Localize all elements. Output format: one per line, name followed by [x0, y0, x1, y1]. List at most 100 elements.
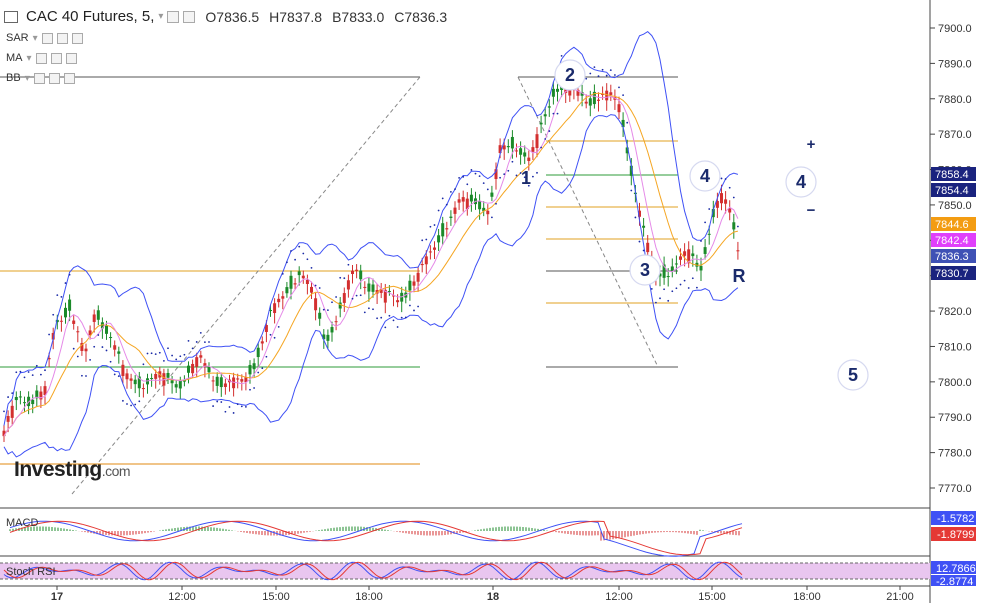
sar-dot: [687, 287, 690, 289]
candle: [269, 305, 272, 317]
sar-dot: [630, 189, 633, 192]
sar-dot: [450, 190, 452, 193]
zoom-in-icon[interactable]: +: [807, 136, 816, 153]
candle-body: [658, 273, 662, 277]
visibility-icon[interactable]: [48, 72, 60, 84]
candle-body: [396, 300, 400, 303]
sar-dot: [347, 263, 350, 266]
ohlc-high: H7837.8: [269, 8, 323, 25]
candle: [597, 92, 600, 112]
sar-dot: [413, 309, 415, 312]
candle-body: [670, 266, 674, 272]
visibility-icon[interactable]: [56, 32, 68, 44]
candle: [301, 270, 305, 284]
sar-dot: [3, 410, 5, 413]
sar-dot: [368, 307, 370, 310]
settings-icon[interactable]: [33, 72, 45, 84]
candle-body: [269, 310, 272, 312]
settings-icon[interactable]: [167, 10, 180, 23]
candle: [351, 265, 354, 284]
investing-logo: Investing.com: [14, 458, 131, 482]
trend-line: [517, 76, 659, 368]
price-tick-label: 7800.0: [938, 377, 972, 389]
sar-dot: [540, 146, 542, 149]
price-badge-text: 7854.4: [935, 185, 969, 197]
candle-body: [531, 147, 535, 152]
price-badge-bg: [931, 217, 976, 231]
candle: [133, 375, 137, 394]
time-tick-label: 12:00: [605, 591, 633, 603]
close-icon[interactable]: [71, 32, 83, 44]
sar-dot: [732, 196, 735, 199]
visibility-icon[interactable]: [183, 10, 196, 23]
candle: [424, 250, 428, 274]
sar-dot: [265, 355, 268, 358]
candle: [683, 243, 687, 267]
sar-dot: [503, 173, 506, 176]
settings-icon[interactable]: [35, 52, 47, 64]
candle-body: [244, 377, 248, 383]
sar-dot: [68, 273, 71, 276]
candle-body: [539, 122, 543, 125]
sar-dot: [89, 358, 91, 361]
sar-dot: [113, 373, 116, 376]
stoch-value: 12.7866: [936, 563, 976, 575]
sar-dot: [327, 309, 329, 311]
candle-body: [72, 320, 76, 324]
sar-dot: [470, 169, 473, 171]
candle: [379, 282, 383, 299]
visibility-icon[interactable]: [50, 52, 62, 64]
candle-body: [80, 342, 84, 351]
candle-body: [211, 380, 215, 382]
sar-dot: [35, 364, 38, 367]
chevron-down-icon[interactable]: ▾: [26, 52, 32, 64]
candle-body: [367, 283, 371, 292]
sar-dot: [290, 250, 292, 252]
time-tick-label: 18:00: [355, 591, 383, 603]
sar-dot: [499, 176, 501, 179]
candle-body: [76, 331, 80, 333]
sar-dot: [7, 396, 9, 398]
chevron-down-icon[interactable]: ▾: [32, 32, 38, 44]
candle-body: [141, 387, 145, 390]
candle-body: [707, 233, 711, 235]
chevron-down-icon[interactable]: ▾: [158, 11, 164, 22]
candle: [105, 320, 108, 340]
ohlc-open: O7836.5: [205, 8, 260, 25]
candle-body: [666, 276, 670, 278]
menu-icon[interactable]: [4, 10, 18, 23]
indicator-bb[interactable]: BB ▾: [6, 72, 75, 84]
indicator-sar[interactable]: SAR ▾: [6, 32, 83, 44]
zoom-out-icon[interactable]: −: [807, 202, 816, 219]
candle: [453, 201, 457, 224]
candle-body: [322, 334, 326, 340]
candle: [486, 204, 490, 225]
chevron-down-icon[interactable]: ▾: [24, 72, 30, 84]
candle-body: [195, 357, 199, 367]
candle: [187, 361, 190, 384]
candle: [642, 217, 646, 237]
close-icon[interactable]: [63, 72, 75, 84]
sar-dot: [48, 333, 50, 336]
sar-dot: [220, 401, 223, 403]
macd-label: MACD: [6, 517, 39, 529]
indicator-ma[interactable]: MA ▾: [6, 52, 77, 64]
candle: [281, 291, 285, 310]
macd-line: [9, 520, 743, 557]
bollinger-upper-band: [3, 30, 739, 426]
sar-dot: [585, 77, 588, 80]
close-icon[interactable]: [65, 52, 77, 64]
candle-body: [588, 98, 592, 106]
candle-body: [687, 249, 691, 264]
candle: [584, 94, 588, 109]
candle-body: [326, 334, 330, 341]
candle-body: [310, 286, 313, 293]
sar-dot: [56, 294, 59, 297]
sar-dot: [261, 367, 264, 370]
candle: [305, 274, 309, 295]
candle-body: [18, 396, 22, 398]
candle: [2, 425, 6, 442]
settings-icon[interactable]: [41, 32, 53, 44]
candle-body: [445, 228, 449, 230]
